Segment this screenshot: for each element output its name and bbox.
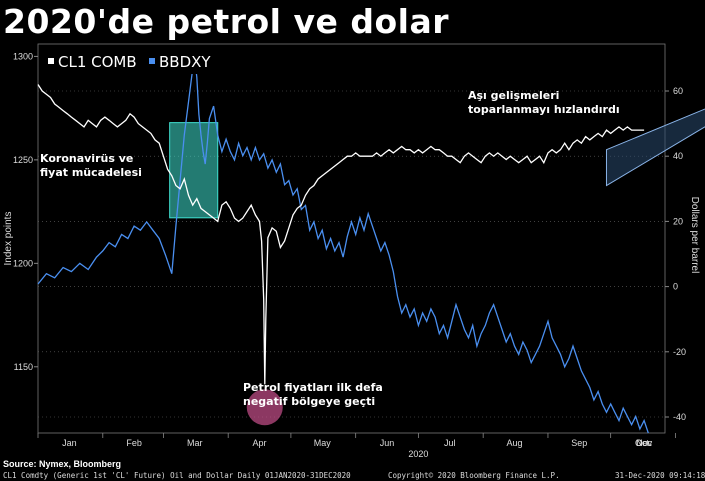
left-axis-title: Index points [3, 212, 14, 266]
annotation-negative: Petrol fiyatları ilk defa negatif bölgey… [243, 381, 383, 408]
series-line-bbdxy [37, 60, 649, 434]
chart-title: 2020'de petrol ve dolar [3, 2, 449, 41]
footer-left: CL1 Comdty (Generic 1st 'CL' Future) Oil… [3, 471, 351, 480]
right-tick-label: 20 [673, 216, 683, 226]
annotation-vaccine: Aşı gelişmeleri toparlanmayı hızlandırdı [468, 89, 620, 116]
right-axis-title: Dollars per barrel [689, 197, 700, 274]
left-tick-label: 1150 [14, 362, 33, 372]
x-tick-label-jun: Jun [380, 438, 395, 448]
x-tick-label-jul: Jul [444, 438, 456, 448]
right-tick-label: -20 [673, 347, 686, 357]
plot-frame [37, 43, 666, 434]
negative-price-marker [246, 389, 283, 426]
x-tick-label-aug: Aug [507, 438, 523, 448]
x-tick-label-mar: Mar [187, 438, 203, 448]
series-line-cl1 [37, 84, 645, 385]
legend-label-dxy: BBDXY [159, 53, 211, 71]
legend-swatch-oil [48, 57, 54, 64]
right-tick-label: -40 [673, 412, 686, 422]
annotation-corona: Koronavirüs ve fiyat mücadelesi [40, 152, 142, 179]
x-tick-label-nov: Nov [636, 438, 653, 448]
legend-item-dxy: BBDXY [149, 53, 211, 71]
right-tick-label: 0 [673, 282, 678, 292]
legend-label-oil: CL1 COMB [58, 53, 137, 71]
x-axis-year-label: 2020 [408, 449, 428, 459]
right-tick-label: 60 [673, 86, 683, 96]
source-note: Source: Nymex, Bloomberg [3, 459, 122, 469]
footer-copyright: Copyright© 2020 Bloomberg Finance L.P. [388, 471, 560, 480]
vaccine-channel [605, 108, 705, 187]
footer-timestamp: 31-Dec-2020 09:14:18 [615, 471, 705, 480]
x-tick-label-jan: Jan [62, 438, 77, 448]
legend [42, 50, 220, 74]
left-tick-label: 1200 [13, 258, 33, 268]
x-tick-label-feb: Feb [126, 438, 142, 448]
left-tick-label: 1300 [13, 51, 33, 61]
left-tick-label: 1250 [13, 155, 33, 165]
x-tick-label-apr: Apr [253, 438, 267, 448]
x-tick-label-may: May [314, 438, 332, 448]
x-tick-label-sep: Sep [571, 438, 587, 448]
legend-swatch-dxy [149, 57, 155, 64]
x-tick-label-dec: Dec [636, 438, 653, 448]
right-tick-label: 40 [673, 151, 683, 161]
x-tick-label-oct: Oct [635, 438, 650, 448]
legend-item-oil: CL1 COMB [48, 53, 137, 71]
